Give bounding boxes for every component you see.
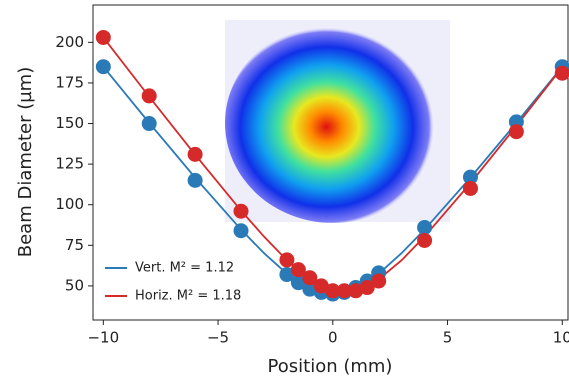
data-point bbox=[417, 220, 432, 235]
chart: Position (mm) Beam Diameter (µm) −10 −5 0 5… bbox=[0, 0, 569, 381]
beam-image bbox=[225, 20, 450, 223]
legend-label: Vert. M² = 1.12 bbox=[135, 261, 234, 276]
data-point bbox=[279, 252, 294, 267]
x-tick-label: 10 bbox=[553, 329, 569, 347]
y-tick-label: 200 bbox=[55, 33, 84, 51]
x-tick-label: −5 bbox=[207, 329, 229, 347]
y-tick-label: 50 bbox=[65, 276, 84, 294]
data-point bbox=[142, 116, 157, 131]
y-tick-label: 175 bbox=[55, 73, 84, 91]
y-tick-label: 150 bbox=[55, 114, 84, 132]
y-axis-label: Beam Diameter (µm) bbox=[15, 67, 36, 258]
data-point bbox=[234, 204, 249, 219]
legend-label: Horiz. M² = 1.18 bbox=[135, 289, 241, 304]
data-point bbox=[509, 124, 524, 139]
x-tick-label: −10 bbox=[87, 329, 119, 347]
y-tick-label: 100 bbox=[55, 195, 84, 213]
y-tick-label: 125 bbox=[55, 155, 84, 173]
data-point bbox=[234, 223, 249, 238]
x-axis-label: Position (mm) bbox=[268, 356, 393, 377]
data-point bbox=[96, 59, 111, 74]
data-point bbox=[463, 181, 478, 196]
data-point bbox=[188, 147, 203, 162]
data-point bbox=[142, 88, 157, 103]
y-tick-label: 75 bbox=[65, 236, 84, 254]
data-point bbox=[188, 173, 203, 188]
data-point bbox=[96, 30, 111, 45]
x-tick-label: 5 bbox=[443, 329, 453, 347]
data-point bbox=[371, 274, 386, 289]
data-point bbox=[417, 233, 432, 248]
x-tick-label: 0 bbox=[328, 329, 338, 347]
